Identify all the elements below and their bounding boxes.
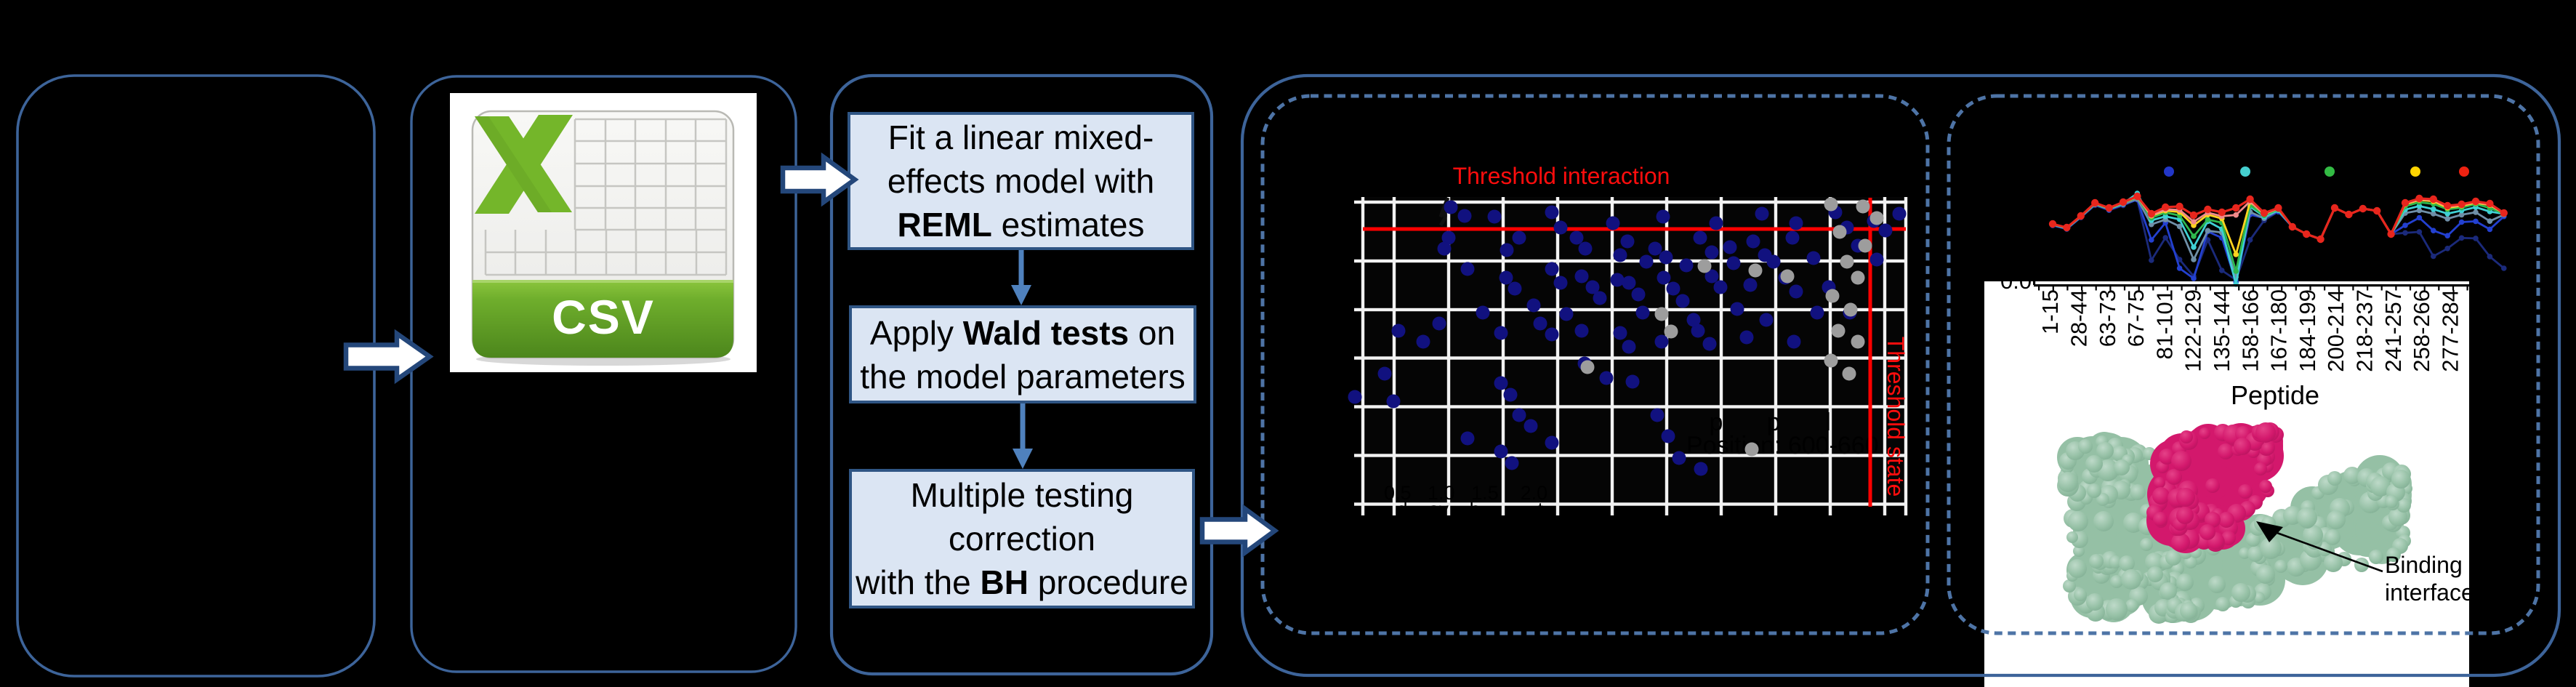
svg-text:correction: correction	[949, 520, 1095, 558]
svg-text:0.5 1.0 1.5 2.0: 0.5 1.0 1.5 2.0	[1384, 482, 1547, 504]
svg-text:167-180: 167-180	[2266, 289, 2292, 372]
svg-text:0.0: 0.0	[2000, 268, 2032, 294]
svg-text:81-101: 81-101	[2152, 289, 2177, 360]
svg-text:184-199: 184-199	[2295, 289, 2320, 372]
svg-text:1-15: 1-15	[2037, 289, 2063, 334]
svg-text:REML estimates: REML estimates	[898, 206, 1145, 244]
svg-text:p: p	[1710, 409, 1723, 436]
svg-text:158-166: 158-166	[2237, 289, 2263, 372]
svg-text:CSV: CSV	[552, 290, 655, 344]
svg-text:interface: interface	[2385, 579, 2474, 606]
svg-text:200-214: 200-214	[2323, 289, 2348, 372]
svg-text:Position: 600-660: Position: 600-660	[1686, 432, 1879, 459]
svg-text:Fit a linear mixed-: Fit a linear mixed-	[888, 118, 1154, 156]
svg-text:d ay b t: d ay b t	[1397, 498, 1544, 520]
svg-text:Threshold interaction: Threshold interaction	[1453, 163, 1670, 189]
svg-text:effects model with: effects model with	[887, 162, 1154, 200]
svg-text:258-266: 258-266	[2409, 289, 2434, 372]
svg-text:Binding: Binding	[2385, 552, 2463, 578]
svg-text:218-237: 218-237	[2351, 289, 2377, 372]
svg-text:63-73: 63-73	[2095, 289, 2120, 347]
svg-text:122-129: 122-129	[2181, 289, 2206, 372]
svg-text:67-75: 67-75	[2123, 289, 2149, 347]
svg-text:Peptide: Peptide	[2231, 380, 2319, 410]
svg-text:241-257: 241-257	[2380, 289, 2406, 372]
svg-text:Multiple testing: Multiple testing	[911, 476, 1134, 514]
svg-text:with the BH procedure: with the BH procedure	[855, 563, 1188, 601]
svg-text:135-144: 135-144	[2209, 289, 2234, 372]
svg-text:Threshold state: Threshold state	[1883, 337, 1909, 497]
svg-text:l: l	[1825, 409, 1831, 436]
svg-text:p: p	[1767, 409, 1781, 436]
svg-text:the model parameters: the model parameters	[860, 358, 1185, 395]
svg-text:28-44: 28-44	[2066, 289, 2091, 347]
svg-text:277-284: 277-284	[2437, 289, 2463, 372]
svg-text:Apply Wald tests on: Apply Wald tests on	[870, 314, 1175, 352]
